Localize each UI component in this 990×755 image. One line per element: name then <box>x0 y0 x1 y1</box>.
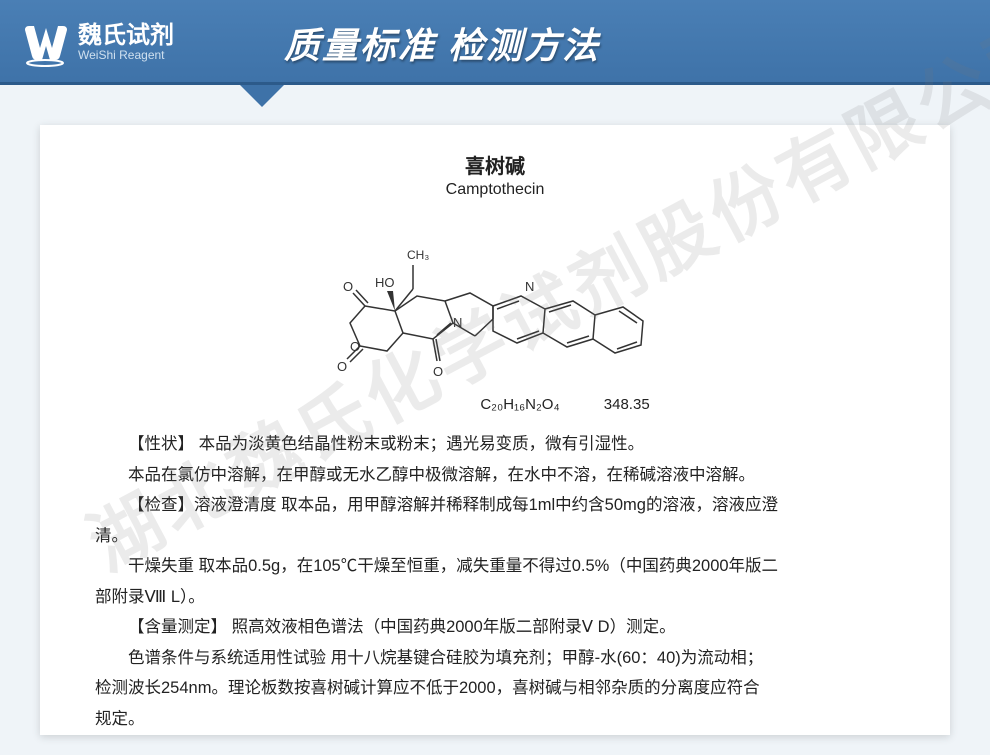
body-text: 【性状】 本品为淡黄色结晶性粉末或粉末；遇光易变质，微有引湿性。 本品在氯仿中溶… <box>95 429 895 734</box>
logo: 魏氏试剂 WeiShi Reagent <box>20 18 174 68</box>
logo-text-cn: 魏氏试剂 <box>78 23 174 49</box>
svg-text:N: N <box>453 315 462 330</box>
compound-name-en: Camptothecin <box>95 181 895 199</box>
header-underline <box>0 82 990 85</box>
header-bar: 魏氏试剂 WeiShi Reagent 质量标准 检测方法 <box>0 0 990 85</box>
structure-diagram: O O O HO CH₃ <box>95 211 895 396</box>
para-drying-1: 干燥失重 取本品0.5g，在105℃干燥至恒重，减失重量不得过0.5%（中国药典… <box>95 551 895 582</box>
svg-text:O: O <box>343 279 353 294</box>
svg-text:HO: HO <box>375 275 395 290</box>
para-hplc-1b: 检测波长254nm。理论板数按喜树碱计算应不低于2000，喜树碱与相邻杂质的分离… <box>95 673 895 704</box>
para-hplc-1: 色谱条件与系统适用性试验 用十八烷基键合硅胶为填充剂；甲醇-水(60：40)为流… <box>95 643 895 674</box>
svg-text:N: N <box>525 279 534 294</box>
para-hplc-1c: 规定。 <box>95 704 895 735</box>
logo-text: 魏氏试剂 WeiShi Reagent <box>78 23 174 63</box>
para-check-1: 【检查】溶液澄清度 取本品，用甲醇溶解并稀释制成每1ml中约含50mg的溶液，溶… <box>95 490 895 521</box>
header-title: 质量标准 检测方法 <box>284 17 600 69</box>
logo-icon <box>20 18 70 68</box>
para-properties-1: 【性状】 本品为淡黄色结晶性粉末或粉末；遇光易变质，微有引湿性。 <box>95 429 895 460</box>
compound-name-cn: 喜树碱 <box>95 150 895 179</box>
molecule-svg: O O O HO CH₃ <box>325 211 665 396</box>
molecular-weight: 348.35 <box>604 396 650 413</box>
para-properties-2: 本品在氯仿中溶解，在甲醇或无水乙醇中极微溶解，在水中不溶，在稀碱溶液中溶解。 <box>95 460 895 491</box>
logo-text-en: WeiShi Reagent <box>78 49 174 62</box>
para-drying-1b: 部附录Ⅷ L）。 <box>95 582 895 613</box>
formula-line: C₂₀H₁₆N₂O₄ 348.35 <box>95 396 895 413</box>
svg-text:CH₃: CH₃ <box>407 248 429 262</box>
header-pointer-icon <box>240 85 284 107</box>
document-page: 湖北魏氏化学试剂股份有限公司 喜树碱 Camptothecin O O O H <box>40 125 950 735</box>
svg-text:O: O <box>337 359 347 374</box>
para-check-1b: 清。 <box>95 521 895 552</box>
para-assay-1: 【含量测定】 照高效液相色谱法（中国药典2000年版二部附录Ⅴ D）测定。 <box>95 612 895 643</box>
molecular-formula: C₂₀H₁₆N₂O₄ <box>480 396 559 413</box>
svg-text:O: O <box>433 364 443 379</box>
